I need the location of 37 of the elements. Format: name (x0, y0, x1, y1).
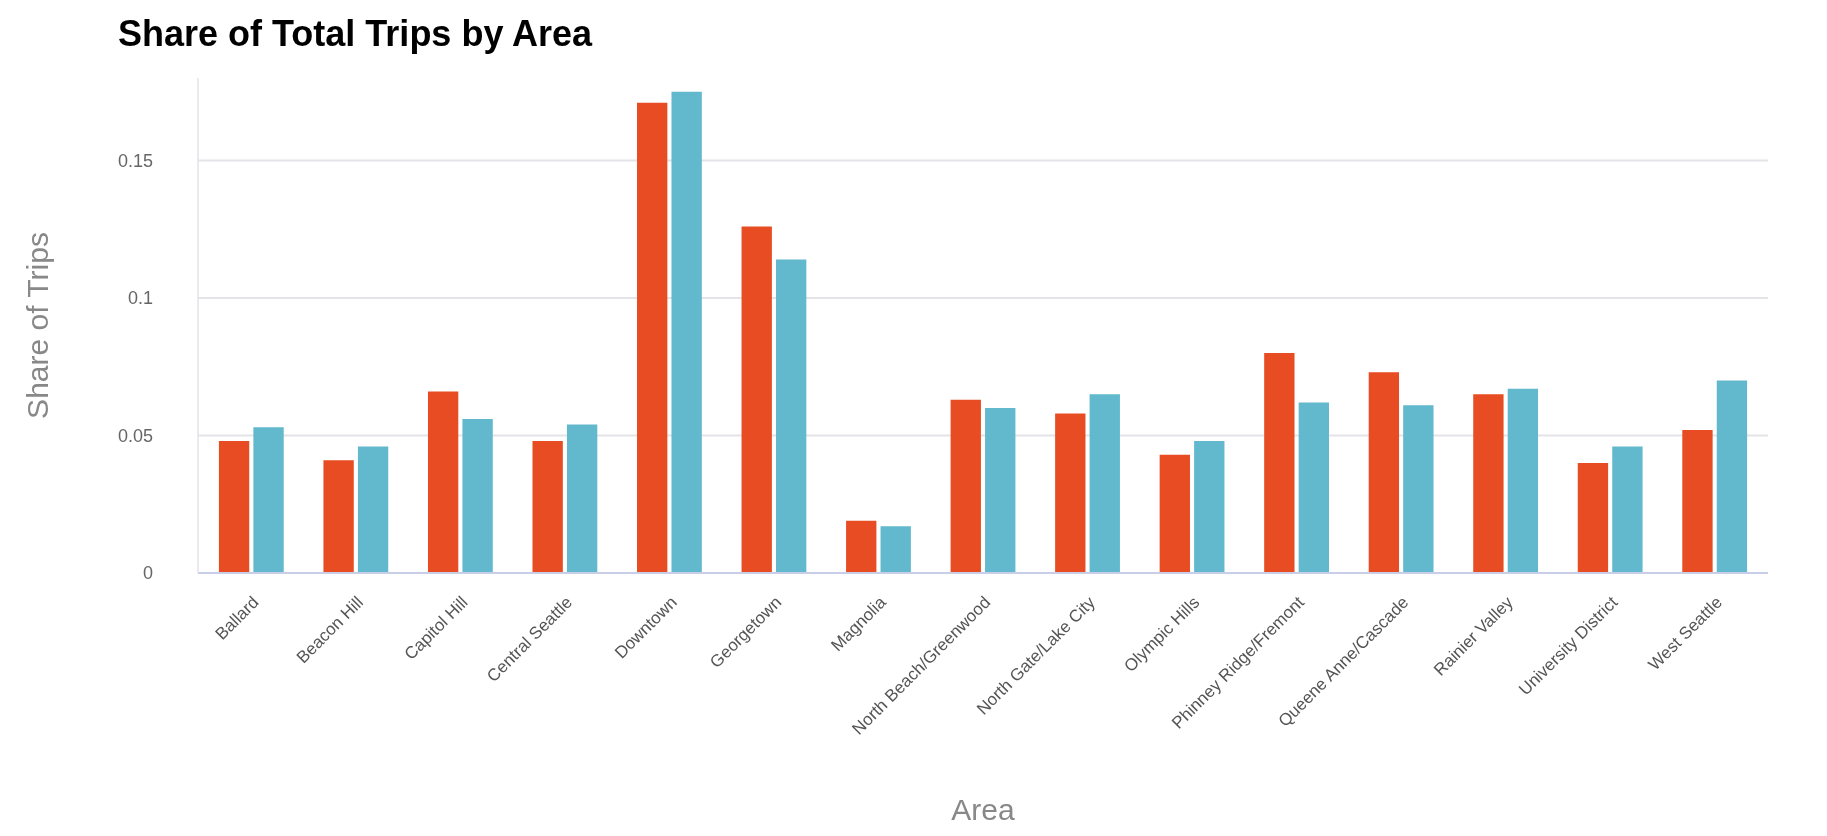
bar (462, 419, 493, 573)
bar (1473, 394, 1504, 573)
bar (985, 408, 1016, 573)
bar (1577, 463, 1609, 573)
bar (427, 391, 459, 573)
bar (1194, 441, 1225, 573)
bar (1055, 413, 1086, 573)
chart-title: Share of Total Trips by Area (118, 13, 594, 54)
bar (323, 460, 354, 573)
bar (566, 424, 598, 573)
bar (1264, 353, 1295, 573)
bar (1682, 430, 1713, 573)
bar (1507, 388, 1539, 573)
bar (357, 446, 389, 573)
bar (776, 259, 807, 573)
x-axis-title: Area (951, 793, 1015, 826)
bar (671, 91, 702, 573)
bar (532, 441, 563, 573)
bar (218, 441, 250, 573)
bar (1716, 380, 1748, 573)
y-tick-label: 0.1 (127, 288, 153, 309)
bar (1368, 372, 1400, 573)
bar (846, 520, 877, 573)
bar (253, 427, 284, 573)
y-tick-label: 0 (142, 563, 153, 584)
bar (637, 102, 668, 573)
bar (1159, 454, 1190, 573)
bar (1089, 394, 1120, 573)
bar (1298, 402, 1329, 573)
bar (950, 399, 981, 573)
y-tick-label: 0.05 (117, 425, 153, 446)
bar (1612, 446, 1643, 573)
bar (1403, 405, 1434, 573)
y-tick-label: 0.15 (117, 150, 153, 171)
bar (741, 226, 772, 573)
bar (880, 526, 911, 573)
y-axis-title: Share of Trips (21, 232, 54, 419)
